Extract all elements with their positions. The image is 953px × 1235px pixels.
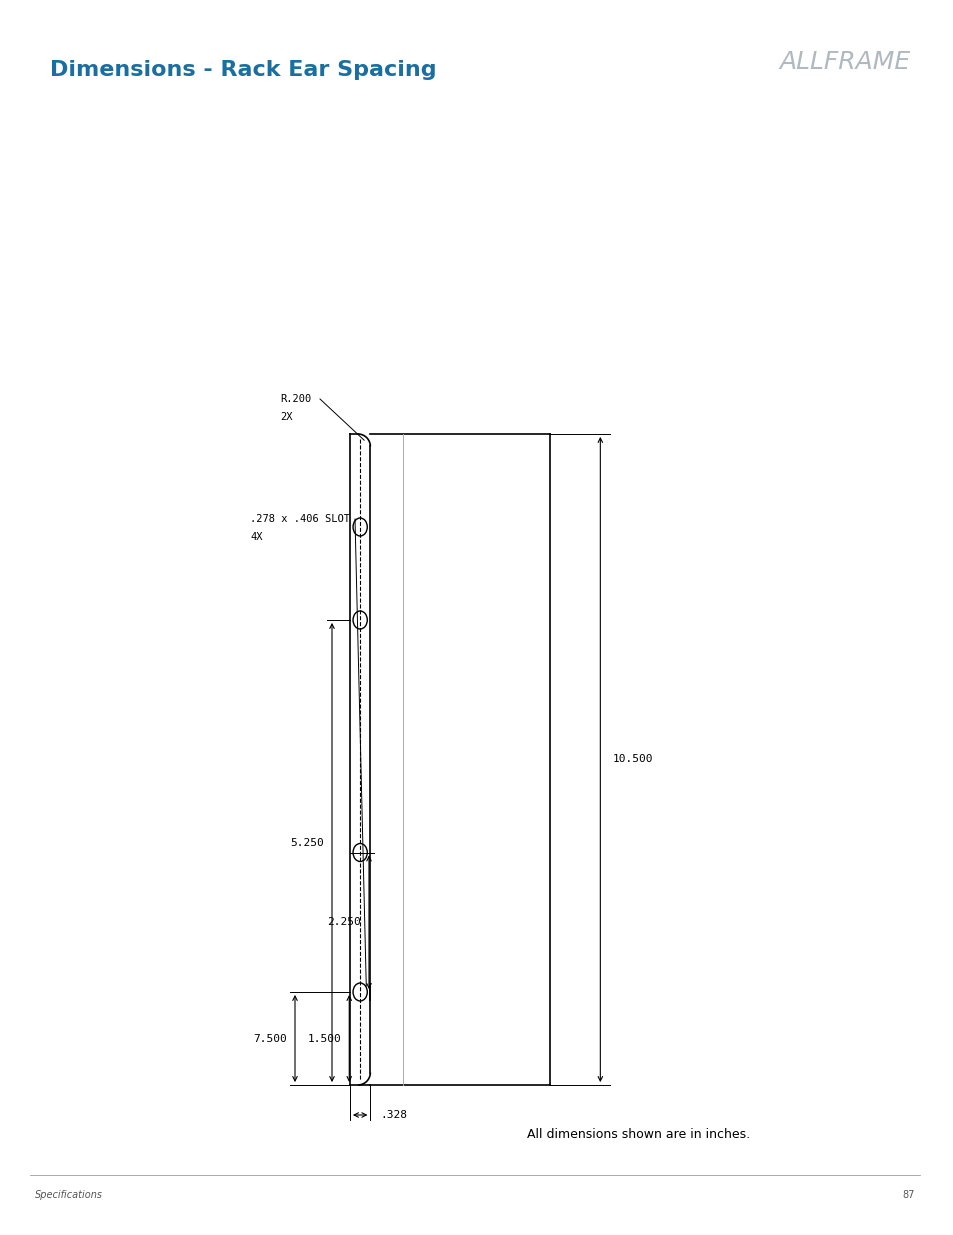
Text: Dimensions - Rack Ear Spacing: Dimensions - Rack Ear Spacing — [50, 61, 436, 80]
Text: 7.500: 7.500 — [253, 1034, 287, 1044]
Text: 5.250: 5.250 — [290, 837, 324, 847]
Text: 10.500: 10.500 — [612, 755, 652, 764]
Text: .278 x .406 SLOT: .278 x .406 SLOT — [250, 514, 350, 524]
Text: Specifications: Specifications — [35, 1191, 103, 1200]
Text: .328: .328 — [380, 1110, 407, 1120]
Text: 2.250: 2.250 — [327, 918, 360, 927]
Text: 1.500: 1.500 — [307, 1034, 341, 1044]
Text: ALLFRAME: ALLFRAME — [778, 49, 909, 74]
Text: 2X: 2X — [280, 412, 293, 422]
Text: All dimensions shown are in inches.: All dimensions shown are in inches. — [526, 1129, 749, 1141]
Text: R.200: R.200 — [280, 394, 311, 404]
Text: 4X: 4X — [250, 532, 262, 542]
Text: 87: 87 — [902, 1191, 914, 1200]
